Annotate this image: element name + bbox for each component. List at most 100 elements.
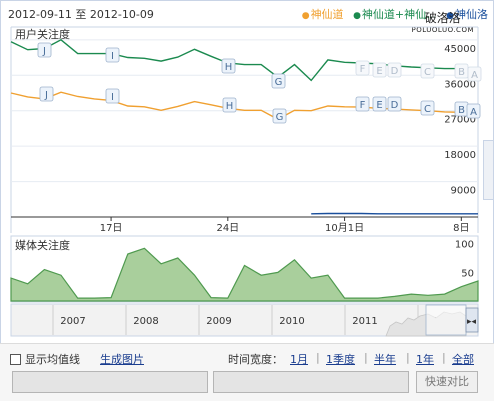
event-flag[interactable]: C [420,63,435,79]
legend-label: 神仙道+神仙... [361,8,437,21]
event-flag[interactable]: A [467,66,482,82]
user-y-ticks: 45000 36000 27000 18000 9000 [444,44,476,197]
span-separator: | [316,351,320,364]
event-flag-letter: G [276,112,284,123]
timeline-navigator[interactable]: 200720082009201020112012 ▸◂ [10,303,479,337]
event-flag-letter: F [360,64,366,75]
watermark: 破洛洛 POLUOLUO.COM [412,12,474,36]
y-tick-label: 45000 [444,44,476,55]
avg-line-toggle[interactable]: 显示均值线 [10,351,80,367]
event-flag[interactable]: J [37,42,52,58]
timeline-year-label: 2007 [60,316,85,327]
media-area [10,247,479,302]
event-flag[interactable]: B [454,63,469,79]
legend-dot-icon: ● [301,11,310,21]
event-flag[interactable]: D [387,96,402,112]
event-flag[interactable]: I [105,88,120,104]
event-flag[interactable]: I [105,47,120,63]
event-flag-letter: A [471,70,478,81]
timeline-year-label: 2011 [352,316,377,327]
event-flag-letter: H [225,62,233,73]
user-x-ticks: 17日 24日 10月1日 8日 [100,217,470,234]
span-separator: | [406,351,410,364]
drag-handle-icon[interactable]: ▸◂ [465,307,479,333]
legend-item-3[interactable]: ●神仙洛 [446,8,488,21]
y-tick-label: 9000 [451,186,476,197]
x-tick-label: 17日 [100,223,123,234]
keyword-input-1[interactable] [12,371,208,393]
span-all[interactable]: 全部 [452,353,474,366]
event-flag[interactable]: H [221,58,236,74]
event-flag[interactable]: E [372,96,387,112]
event-flag[interactable]: C [420,100,435,116]
event-flag-letter: I [111,92,114,103]
span-half-year[interactable]: 半年 [374,353,396,366]
timeline-year-label: 2009 [206,316,231,327]
watermark-url: POLUOLUO.COM [411,26,474,34]
legend-item-1[interactable]: ●神仙道 [302,8,344,21]
quick-compare-button[interactable]: 快速对比 [416,371,478,393]
x-tick-label: 24日 [216,223,239,234]
series-line [10,38,479,82]
span-1-year[interactable]: 1年 [416,353,434,366]
span-separator: | [364,351,368,364]
event-flag-letter: E [376,66,382,77]
event-flag-letter: E [376,100,382,111]
right-scroll-tab[interactable] [483,140,493,200]
event-flag[interactable]: G [271,73,286,89]
x-tick-label: 8日 [453,223,469,234]
avg-line-label: 显示均值线 [25,353,80,366]
date-range: 2012-09-11 至 2012-10-09 [8,8,154,21]
media-attention-panel: 媒体关注度 100 50 [10,235,479,303]
event-flag-letter: J [44,90,48,101]
timeline-selection[interactable] [425,304,467,336]
event-flag-letter: A [470,107,477,118]
event-flag[interactable]: A [466,103,481,119]
legend-label: 神仙洛 [455,8,488,21]
event-flag[interactable]: G [272,108,287,124]
event-flag-letter: D [391,66,399,77]
timeline-year-label: 2008 [133,316,158,327]
event-flag[interactable]: F [355,60,370,76]
event-flag[interactable]: E [372,62,387,78]
event-flag[interactable]: J [39,86,54,102]
event-flag-letter: C [424,104,431,115]
media-y-tick-label: 100 [455,240,474,251]
svg-text:▸◂: ▸◂ [467,317,477,327]
event-flag[interactable]: H [222,97,237,113]
series-line [10,91,479,121]
event-flag-letter: G [275,77,283,88]
media-y-ticks: 100 50 [455,240,474,280]
legend-item-2[interactable]: ●神仙道+神仙... [353,8,437,21]
generate-image-link[interactable]: 生成图片 [100,353,144,366]
y-tick-label: 36000 [444,79,476,90]
event-flag-letter: C [424,67,431,78]
event-flag[interactable]: D [387,62,402,78]
keyword-input-2[interactable] [213,371,409,393]
avg-line-checkbox[interactable] [10,353,21,365]
span-1-quarter[interactable]: 1季度 [326,353,355,366]
legend-dot-icon: ● [353,11,361,21]
event-flag[interactable]: B [454,101,469,117]
legend: ●神仙道 ●神仙道+神仙... ●神仙洛 [296,6,488,22]
span-separator: | [442,351,446,364]
y-tick-label: 27000 [444,115,476,126]
event-flag-letter: I [111,51,114,62]
event-flag-letter: B [458,67,465,78]
user-attention-title: 用户关注度 [15,27,70,41]
media-area-fill [10,247,479,302]
legend-label: 神仙道 [310,8,344,21]
controls-bar: 显示均值线 生成图片 时间宽度： 1月 | 1季度 | 半年 | 1年 | 全部… [0,343,494,401]
event-flag[interactable]: F [355,96,370,112]
event-flag-letter: J [42,46,46,57]
y-tick-label: 18000 [444,150,476,161]
event-flag-letter: B [458,105,465,116]
legend-dot-icon: ● [446,11,454,21]
time-span-label: 时间宽度： [228,353,283,366]
user-lines [10,38,479,215]
span-1-month[interactable]: 1月 [290,353,308,366]
media-attention-title: 媒体关注度 [15,238,70,252]
